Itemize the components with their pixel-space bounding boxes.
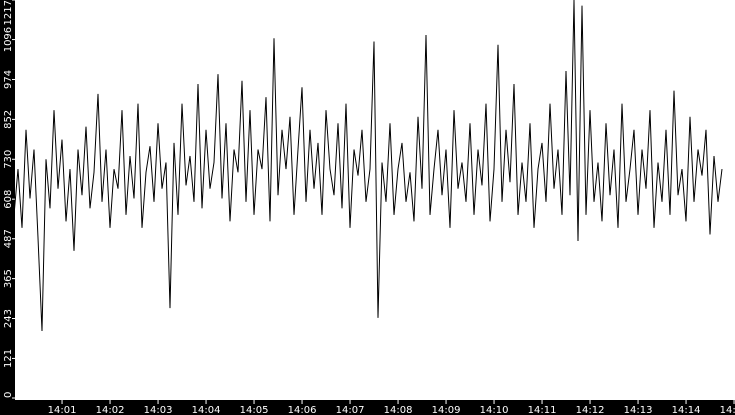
x-tick-label: 14:15 <box>720 405 735 415</box>
series-line <box>13 0 723 332</box>
y-tick-label: 1217 <box>3 0 14 25</box>
x-tick-label: 14:11 <box>528 405 557 415</box>
y-tick-label: 0 <box>3 392 14 398</box>
x-tick-label: 14:14 <box>672 405 701 415</box>
x-tick-label: 14:08 <box>384 405 413 415</box>
x-tick-label: 14:07 <box>336 405 365 415</box>
x-tick-label: 14:13 <box>624 405 653 415</box>
x-tick-label: 14:03 <box>144 405 173 415</box>
x-tick-label: 14:10 <box>480 405 509 415</box>
x-axis-band <box>0 400 735 415</box>
x-tick-label: 14:05 <box>240 405 269 415</box>
y-tick-label: 974 <box>3 70 14 89</box>
y-tick-label: 1096 <box>3 27 14 52</box>
y-tick-label: 243 <box>3 309 14 328</box>
x-tick-label: 14:01 <box>48 405 77 415</box>
x-tick-label: 14:02 <box>96 405 125 415</box>
x-tick-label: 14:12 <box>576 405 605 415</box>
x-tick-label: 14:06 <box>288 405 317 415</box>
y-axis-band <box>0 0 15 415</box>
y-tick-label: 487 <box>3 229 14 248</box>
y-tick-label: 852 <box>3 110 14 129</box>
y-tick-label: 730 <box>3 150 14 169</box>
y-tick-label: 608 <box>3 190 14 209</box>
x-tick-label: 14:04 <box>192 405 221 415</box>
y-tick-label: 365 <box>3 269 14 288</box>
y-tick-label: 121 <box>3 349 14 368</box>
x-tick-label: 14:09 <box>432 405 461 415</box>
